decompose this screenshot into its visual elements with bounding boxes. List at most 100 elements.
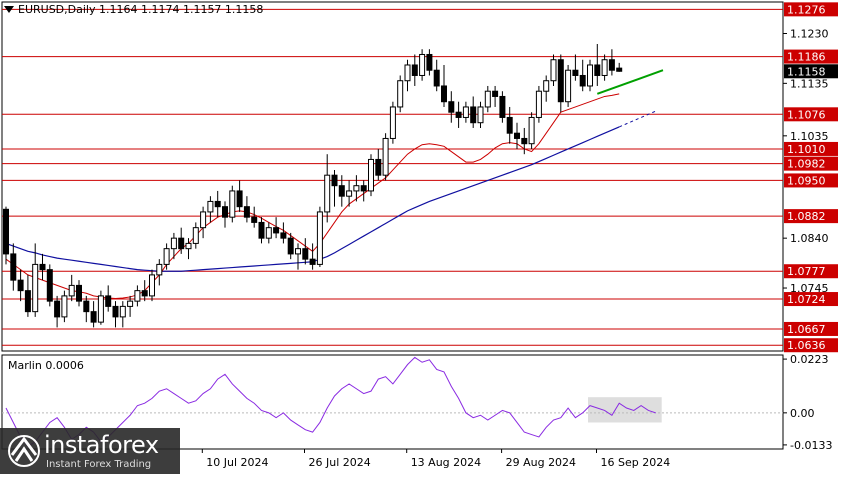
- bull-candle-body: [68, 284, 75, 297]
- candle: [39, 253, 46, 281]
- price-tick-label: 1.1135: [790, 77, 829, 90]
- bear-candle-body: [411, 64, 418, 76]
- candle: [17, 269, 24, 302]
- candles: [3, 43, 623, 328]
- candle: [470, 96, 477, 128]
- bull-candle-body: [192, 227, 199, 244]
- candle: [411, 54, 418, 86]
- oscillator-highlight-box: [588, 397, 662, 423]
- level-price-label: 1.0777: [787, 265, 826, 278]
- bull-candle-body: [462, 106, 469, 118]
- candle: [32, 243, 39, 317]
- trend-line: [596, 69, 664, 95]
- candle: [587, 59, 593, 92]
- candle: [368, 154, 374, 197]
- bear-candle-body: [448, 101, 455, 113]
- bear-candle-body: [433, 69, 440, 87]
- candle: [119, 301, 126, 328]
- level-price-tag: [784, 264, 838, 279]
- oscillator-tick-label: 0.00: [790, 407, 815, 420]
- bear-candle-body: [112, 305, 119, 318]
- candle: [24, 274, 31, 317]
- candle: [316, 206, 323, 268]
- bear-candle-body: [24, 290, 31, 313]
- bull-candle-body: [543, 80, 550, 92]
- bull-candle-body: [119, 305, 126, 318]
- level-price-label: 1.0950: [787, 174, 826, 187]
- bear-candle-body: [105, 295, 112, 307]
- bull-candle-body: [324, 174, 331, 213]
- level-price-label: 1.0667: [787, 323, 826, 336]
- candle: [608, 49, 615, 76]
- candle: [499, 91, 506, 123]
- oscillator-tick-label: 0.0223: [790, 353, 829, 366]
- chart-title: EURUSD,Daily 1.1164 1.1174 1.1157 1.1158: [18, 3, 264, 16]
- candle: [309, 243, 316, 270]
- candle: [265, 222, 272, 244]
- bear-candle-body: [287, 237, 294, 255]
- bull-candle-body: [353, 185, 360, 192]
- candle: [419, 49, 426, 81]
- bear-candle-body: [39, 263, 46, 271]
- candle: [83, 295, 90, 323]
- bear-candle-body: [579, 74, 586, 87]
- bull-candle-body: [265, 227, 272, 239]
- bear-candle-body: [309, 258, 316, 265]
- level-price-tag: [784, 49, 838, 64]
- candle: [514, 122, 520, 149]
- oscillator-label: Marlin 0.0006: [8, 359, 84, 372]
- bull-candle-body: [134, 290, 141, 302]
- bull-candle-body: [207, 200, 214, 213]
- candle: [477, 101, 484, 128]
- candle: [149, 269, 155, 302]
- bull-candle-body: [295, 248, 301, 255]
- candle: [3, 206, 9, 265]
- candle: [565, 64, 572, 107]
- level-price-label: 1.1276: [787, 3, 826, 16]
- current-price-label: 1.1158: [787, 65, 826, 78]
- slow-ma-projection: [619, 110, 656, 128]
- bull-candle-body: [149, 274, 155, 297]
- bull-candle-body: [316, 211, 323, 265]
- dropdown-triangle-icon[interactable]: [4, 6, 14, 13]
- candle: [550, 54, 557, 86]
- candle: [521, 127, 528, 155]
- candle: [579, 59, 586, 92]
- candle: [68, 274, 75, 302]
- candle: [397, 75, 404, 113]
- logo-brand: instaforex: [44, 431, 159, 459]
- bull-candle-body: [404, 64, 411, 82]
- candle: [273, 217, 280, 239]
- bull-candle-body: [346, 190, 353, 197]
- candle: [214, 190, 221, 218]
- time-tick-label: 10 Jul 2024: [206, 456, 268, 469]
- bear-candle-body: [258, 221, 265, 239]
- candle: [331, 169, 338, 207]
- price-tick-label: 1.1035: [790, 130, 829, 143]
- level-price-label: 1.1076: [787, 108, 826, 121]
- candle: [207, 196, 214, 223]
- instaforex-logo: instaforex Instant Forex Trading: [0, 428, 180, 474]
- candle: [557, 54, 564, 113]
- candle: [105, 285, 112, 312]
- candle: [200, 206, 207, 239]
- candle: [382, 133, 389, 181]
- price-tick-label: 1.1230: [790, 27, 829, 40]
- bull-candle-body: [97, 295, 104, 323]
- candle: [616, 62, 623, 72]
- time-tick-label: 13 Aug 2024: [411, 456, 481, 469]
- price-tick-label: 1.0840: [790, 232, 829, 245]
- bear-candle-body: [90, 311, 97, 323]
- candle: [163, 243, 170, 270]
- candle: [97, 290, 104, 325]
- bull-candle-body: [200, 211, 207, 229]
- candle: [295, 243, 301, 270]
- bear-candle-body: [616, 67, 623, 72]
- bear-candle-body: [251, 216, 258, 223]
- bear-candle-body: [54, 300, 61, 318]
- bear-candle-body: [273, 227, 280, 234]
- chart-header: EURUSD,Daily 1.1164 1.1174 1.1157 1.1158: [4, 3, 263, 16]
- bear-candle-body: [46, 269, 53, 302]
